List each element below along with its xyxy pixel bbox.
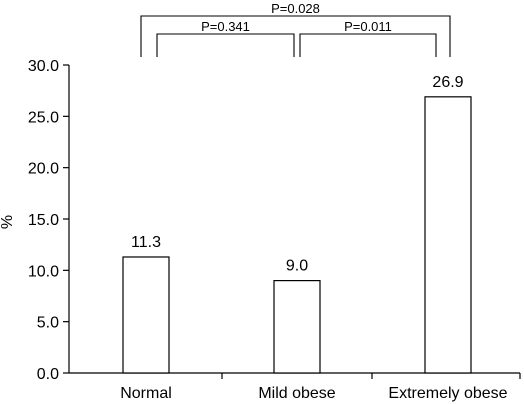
x-ticks: Normal Mild obese Extremely obese	[120, 373, 521, 402]
p-value-label: P=0.341	[201, 19, 250, 34]
y-tick-label: 30.0	[28, 58, 59, 75]
data-labels: 11.3 9.0 26.9	[131, 74, 464, 275]
significance-bracket	[299, 33, 437, 57]
x-category-label: Mild obese	[258, 385, 335, 402]
bar-value-label: 26.9	[432, 74, 463, 91]
x-category-label: Normal	[120, 385, 172, 402]
bar	[122, 256, 170, 374]
significance-bracket	[140, 15, 451, 57]
y-ticks: 0.0 5.0 10.0 15.0 20.0 25.0 30.0	[28, 58, 69, 383]
significance-brackets: P=0.341 P=0.011 P=0.028	[140, 1, 451, 57]
bar-value-label: 9.0	[286, 258, 308, 275]
p-value-label: P=0.011	[344, 19, 392, 34]
y-tick-label: 5.0	[37, 315, 59, 332]
y-tick-label: 0.0	[37, 366, 59, 383]
y-tick-label: 25.0	[28, 109, 59, 126]
bar-value-label: 11.3	[131, 234, 161, 251]
y-tick-label: 20.0	[28, 161, 59, 178]
bar	[424, 96, 472, 374]
p-value-label: P=0.028	[271, 1, 320, 16]
bars	[122, 96, 472, 374]
y-tick-label: 10.0	[28, 263, 59, 280]
significance-bracket	[156, 33, 295, 57]
y-axis-title: %	[0, 215, 16, 229]
x-category-label: Extremely obese	[388, 385, 507, 402]
y-tick-label: 15.0	[28, 212, 59, 229]
bar	[273, 280, 321, 374]
